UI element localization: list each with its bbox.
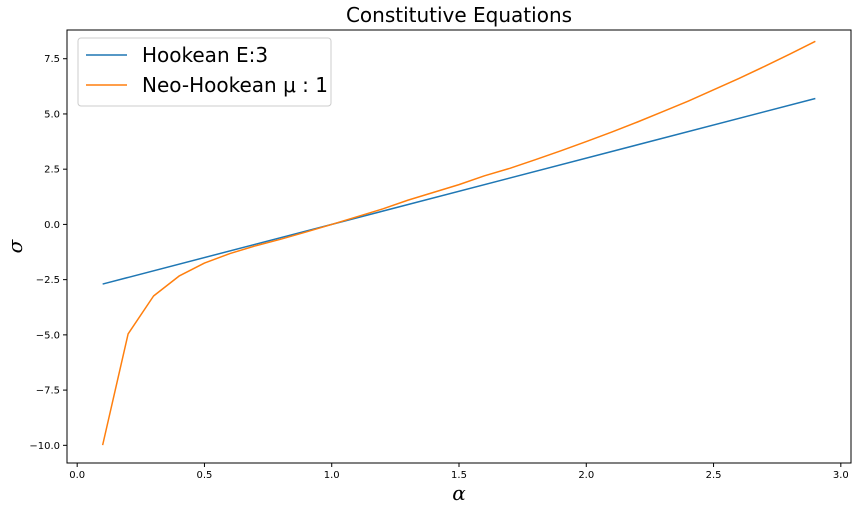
series-line-neo-hookean <box>101 40 816 446</box>
y-tick-label: −10.0 <box>29 441 60 452</box>
y-tick-label: −5.0 <box>36 330 60 341</box>
y-tick-label: −7.5 <box>36 386 60 397</box>
x-tick-label: 3.0 <box>833 470 849 481</box>
x-axis-label: α <box>452 481 466 505</box>
y-tick-label: 2.5 <box>44 165 60 176</box>
y-axis-ticks: −10.0 −7.5 −5.0 −2.5 0.0 2.5 5.0 7.5 <box>29 54 67 452</box>
series-layer <box>101 40 816 446</box>
y-tick-label: 7.5 <box>44 54 60 65</box>
series-line-hookean <box>102 97 816 285</box>
x-tick-label: 2.5 <box>706 470 722 481</box>
x-tick-label: 1.0 <box>324 470 340 481</box>
chart-title: Constitutive Equations <box>346 3 572 27</box>
legend-label-hookean: Hookean E:3 <box>142 43 268 67</box>
legend-label-neo-hookean: Neo-Hookean μ : 1 <box>142 73 328 97</box>
x-tick-label: 0.5 <box>197 470 213 481</box>
x-axis-ticks: 0.0 0.5 1.0 1.5 2.0 2.5 3.0 <box>69 463 849 481</box>
y-axis-label: σ <box>3 238 27 253</box>
x-tick-label: 1.5 <box>451 470 467 481</box>
y-tick-label: −2.5 <box>36 275 60 286</box>
legend: Hookean E:3 Neo-Hookean μ : 1 <box>77 37 332 107</box>
legend-box <box>77 37 332 107</box>
x-tick-label: 0.0 <box>69 470 85 481</box>
y-tick-label: 5.0 <box>44 109 60 120</box>
y-tick-label: 0.0 <box>44 220 60 231</box>
x-tick-label: 2.0 <box>578 470 594 481</box>
